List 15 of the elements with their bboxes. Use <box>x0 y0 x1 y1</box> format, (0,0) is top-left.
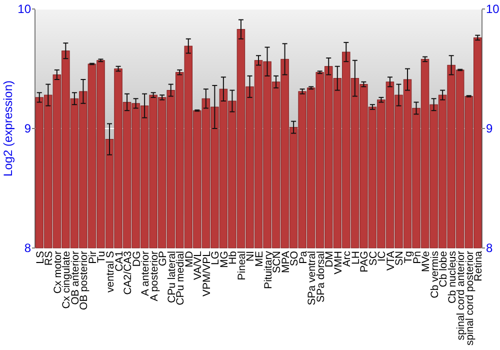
x-tick-label: Pineal <box>236 251 248 280</box>
x-tick-label: ventral S <box>104 251 116 292</box>
y-tick-label: 8 <box>24 241 32 255</box>
x-tick-label: Tg <box>402 250 414 264</box>
y-axis-title: Log2 (expression) <box>1 80 15 177</box>
y2-tick-label: 9 <box>486 122 493 136</box>
x-tick-label: OB posterior <box>78 250 90 310</box>
x-tick-label: VPM/VPL <box>200 250 213 297</box>
y2-tick-label: 8 <box>486 241 493 255</box>
x-tick-label: DG <box>130 251 143 267</box>
x-tick-label: A posterior <box>148 250 160 302</box>
y-tick-label: 9 <box>24 122 32 136</box>
x-tick-label: SC <box>367 250 380 266</box>
y2-tick-label: 10 <box>486 2 500 16</box>
y-tick-label: 10 <box>18 2 32 16</box>
